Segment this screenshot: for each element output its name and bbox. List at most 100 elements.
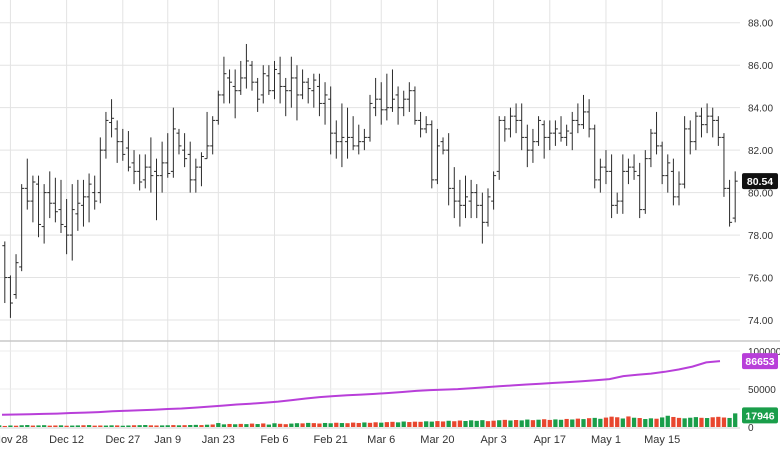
- ohlc-bar: [384, 73, 390, 121]
- ohlc-bar: [418, 111, 424, 138]
- ohlc-bar: [114, 120, 120, 163]
- volume-bar: [513, 420, 519, 427]
- volume-bar: [53, 425, 58, 427]
- ohlc-bar: [288, 56, 294, 108]
- ohlc-bar: [255, 77, 261, 112]
- ohlc-bar: [727, 179, 733, 227]
- volume-bars: [0, 413, 738, 427]
- y-tick-label: 82.00: [748, 146, 773, 157]
- ohlc-bar: [536, 116, 542, 146]
- ohlc-bar: [597, 158, 603, 193]
- ohlc-bar: [642, 150, 648, 214]
- volume-bar: [536, 419, 541, 427]
- ohlc-bar: [215, 90, 221, 125]
- ohlc-bar: [36, 175, 42, 238]
- volume-bar: [322, 422, 328, 427]
- volume-bar: [530, 420, 536, 427]
- volume-bar: [407, 422, 412, 427]
- volume-bar: [631, 417, 637, 427]
- volume-bar: [643, 419, 648, 427]
- volume-bar: [233, 424, 238, 427]
- volume-bar: [564, 418, 569, 427]
- ohlc-bar: [193, 158, 199, 193]
- ohlc-bar: [367, 94, 373, 142]
- volume-bar: [64, 425, 69, 427]
- ohlc-bar: [682, 116, 688, 189]
- ohlc-bar: [401, 90, 407, 117]
- ohlc-bar: [631, 154, 637, 180]
- ohlc-bar: [609, 154, 615, 219]
- volume-bar: [137, 425, 142, 427]
- ohlc-bar: [580, 94, 586, 129]
- volume-bar: [660, 417, 665, 427]
- ohlc-bar: [210, 116, 216, 155]
- x-tick-label: Feb 21: [314, 434, 348, 446]
- x-tick-label: Apr 17: [534, 434, 566, 446]
- volume-bar: [216, 423, 221, 427]
- volume-bar: [47, 425, 52, 427]
- volume-bar: [120, 425, 125, 427]
- volume-bar: [148, 425, 154, 427]
- ohlc-bar: [328, 86, 334, 155]
- ohlc-bar: [350, 116, 356, 151]
- ohlc-bar: [283, 77, 289, 117]
- y-tick-label: 78.00: [748, 231, 773, 242]
- volume-bar: [733, 413, 738, 427]
- volume-bar: [8, 425, 13, 427]
- ohlc-bar: [575, 103, 581, 134]
- volume-bar: [289, 423, 294, 427]
- ohlc-bar: [187, 141, 193, 193]
- volume-bar: [339, 423, 345, 427]
- ohlc-bar: [47, 171, 53, 219]
- ohlc-bar: [614, 192, 620, 214]
- ohlc-bar: [502, 116, 508, 142]
- ohlc-bar: [176, 128, 182, 155]
- ohlc-bar: [170, 107, 176, 178]
- volume-bar: [412, 421, 418, 427]
- x-tick-label: Dec 27: [105, 434, 140, 446]
- ohlc-bar: [552, 120, 558, 146]
- ohlc-bar: [530, 128, 536, 163]
- ohlc-bar: [463, 175, 469, 219]
- volume-bar: [519, 420, 524, 427]
- ohlc-bar: [41, 184, 47, 244]
- ohlc-bar: [547, 120, 553, 151]
- volume-bar: [126, 425, 131, 427]
- volume-bar: [86, 425, 92, 427]
- volume-bar: [188, 425, 193, 427]
- volume-bar: [30, 425, 36, 427]
- ohlc-bar: [69, 184, 75, 261]
- ohlc-bar: [625, 158, 631, 185]
- ohlc-bar: [356, 124, 362, 155]
- volume-last-badge: 17946: [742, 407, 778, 424]
- volume-bar: [143, 425, 148, 427]
- volume-bar: [334, 422, 339, 427]
- ohlc-bar: [541, 120, 547, 159]
- volume-bar: [255, 424, 260, 427]
- ohlc-bar: [519, 103, 525, 151]
- volume-bar: [36, 425, 41, 427]
- volume-bar: [525, 419, 530, 427]
- volume-bar: [457, 420, 463, 427]
- ohlc-bar: [715, 116, 721, 146]
- ohlc-bar: [406, 82, 412, 112]
- ohlc-bar: [648, 128, 654, 168]
- ohlc-bar: [378, 82, 384, 125]
- volume-bar: [165, 425, 170, 427]
- last-price-badge-bg: [742, 173, 778, 190]
- volume-bar: [13, 425, 19, 427]
- line-last-badge-bg: [742, 353, 778, 370]
- volume-bar: [558, 419, 564, 427]
- volume-bar: [452, 421, 457, 427]
- volume-bar: [508, 420, 513, 427]
- volume-bar: [81, 425, 86, 427]
- volume-bar: [345, 423, 350, 427]
- volume-bar: [328, 423, 333, 427]
- price-bars: [2, 43, 738, 318]
- volume-bar: [609, 416, 614, 427]
- volume-bar: [395, 422, 401, 427]
- ohlc-bar: [80, 179, 86, 227]
- ohlc-bar: [569, 111, 575, 151]
